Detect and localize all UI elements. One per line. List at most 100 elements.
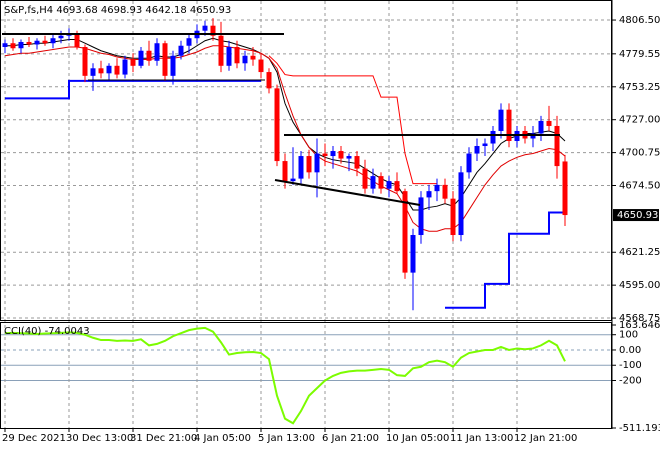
candle-body: [282, 161, 288, 182]
candle-body: [210, 25, 216, 36]
y-tick-label: 4727.00: [619, 115, 660, 126]
candle-body: [458, 172, 464, 236]
candle-body: [82, 46, 88, 76]
candle-body: [42, 40, 48, 44]
candle-body: [298, 156, 304, 179]
candle-body: [106, 65, 112, 74]
candle-body: [418, 197, 424, 236]
x-tick-label: 29 Dec 2021: [2, 433, 66, 444]
chart-title: S&P,fs,H4 4693.68 4698.93 4642.18 4650.9…: [4, 5, 231, 16]
indicator-line: [268, 55, 437, 185]
y-tick-label: 4568.75: [619, 313, 660, 324]
y2-tick-label: -100: [619, 360, 642, 371]
y2-tick-label: -200: [619, 376, 642, 387]
candle-body: [498, 109, 504, 131]
y2-tick-label: 163.6468: [619, 320, 660, 331]
y2-tick-label: -511.1939: [619, 423, 660, 434]
candle-body: [202, 25, 208, 31]
candle-body: [410, 235, 416, 273]
y-tick-label: 4700.75: [619, 148, 660, 159]
candle-body: [242, 55, 248, 64]
candle-body: [138, 50, 144, 66]
candle-body: [154, 43, 160, 61]
y-tick-label: 4806.50: [619, 15, 660, 26]
x-tick-label: 6 Jan 21:00: [322, 433, 379, 444]
candle-body: [146, 50, 152, 61]
candle-body: [490, 130, 496, 144]
candle-body: [170, 55, 176, 76]
candle-body: [98, 68, 104, 74]
indicator-line: [5, 37, 566, 211]
candle-body: [314, 153, 320, 173]
candle-body: [402, 191, 408, 273]
x-tick-label: 31 Dec 21:00: [130, 433, 197, 444]
candle-body: [370, 176, 376, 189]
candle-body: [482, 143, 488, 147]
candle-body: [218, 35, 224, 66]
candle-body: [442, 184, 448, 199]
candle-body: [226, 46, 232, 66]
cci-line: [4, 326, 566, 425]
y2-tick-label: 100: [619, 330, 638, 341]
candle-body: [58, 35, 64, 39]
indicator-line: [4, 45, 566, 232]
candle-body: [74, 33, 80, 47]
indicator-line: [445, 211, 565, 309]
candle-body: [394, 181, 400, 192]
candle-body: [362, 168, 368, 189]
candle-body: [290, 178, 296, 182]
current-price-label: 4650.93: [617, 210, 658, 221]
candle-body: [258, 59, 264, 73]
candle-body: [354, 156, 360, 169]
y-tick-label: 4753.25: [619, 82, 660, 93]
candle-body: [2, 43, 8, 47]
x-tick-label: 4 Jan 05:00: [194, 433, 251, 444]
candle-body: [330, 151, 336, 157]
candle-body: [50, 38, 56, 44]
candle-body: [450, 198, 456, 236]
candle-body: [434, 184, 440, 192]
candle-body: [250, 55, 256, 60]
candle-body: [554, 125, 560, 167]
candle-body: [26, 41, 32, 45]
x-tick-label: 11 Jan 13:00: [450, 433, 513, 444]
candle-body: [130, 59, 136, 66]
y-tick-label: 4674.50: [619, 181, 660, 192]
candle-body: [162, 43, 168, 76]
candle-body: [322, 153, 328, 157]
x-tick-label: 30 Dec 13:00: [66, 433, 133, 444]
candle-body: [90, 68, 96, 76]
candle-body: [234, 46, 240, 64]
indicator-line: [5, 79, 261, 100]
candle-body: [122, 59, 128, 75]
grid: [1, 1, 612, 428]
candle-body: [18, 41, 24, 49]
y-tick-label: 4621.25: [619, 247, 660, 258]
candle-body: [34, 40, 40, 45]
trendline: [274, 179, 421, 206]
candle-body: [474, 146, 480, 154]
x-tick-label: 12 Jan 21:00: [514, 433, 577, 444]
candle-body: [186, 38, 192, 46]
candle-body: [546, 120, 552, 126]
indicator-label: CCI(40) -74.0043: [4, 326, 90, 337]
candle-body: [378, 176, 384, 189]
candle-body: [538, 120, 544, 134]
candle-body: [274, 88, 280, 162]
candle-body: [338, 151, 344, 159]
y2-tick-label: 0.00: [619, 345, 641, 356]
candle-body: [346, 156, 352, 159]
candle-body: [10, 43, 16, 49]
x-tick-label: 10 Jan 05:00: [386, 433, 449, 444]
candle-body: [466, 153, 472, 173]
y-tick-label: 4595.00: [619, 280, 660, 291]
candle-body: [506, 109, 512, 142]
candle-body: [178, 45, 184, 56]
candle-body: [426, 191, 432, 198]
candle-body: [386, 181, 392, 189]
x-tick-label: 5 Jan 13:00: [258, 433, 315, 444]
current-price-box: [613, 209, 659, 222]
candle-body: [306, 156, 312, 173]
